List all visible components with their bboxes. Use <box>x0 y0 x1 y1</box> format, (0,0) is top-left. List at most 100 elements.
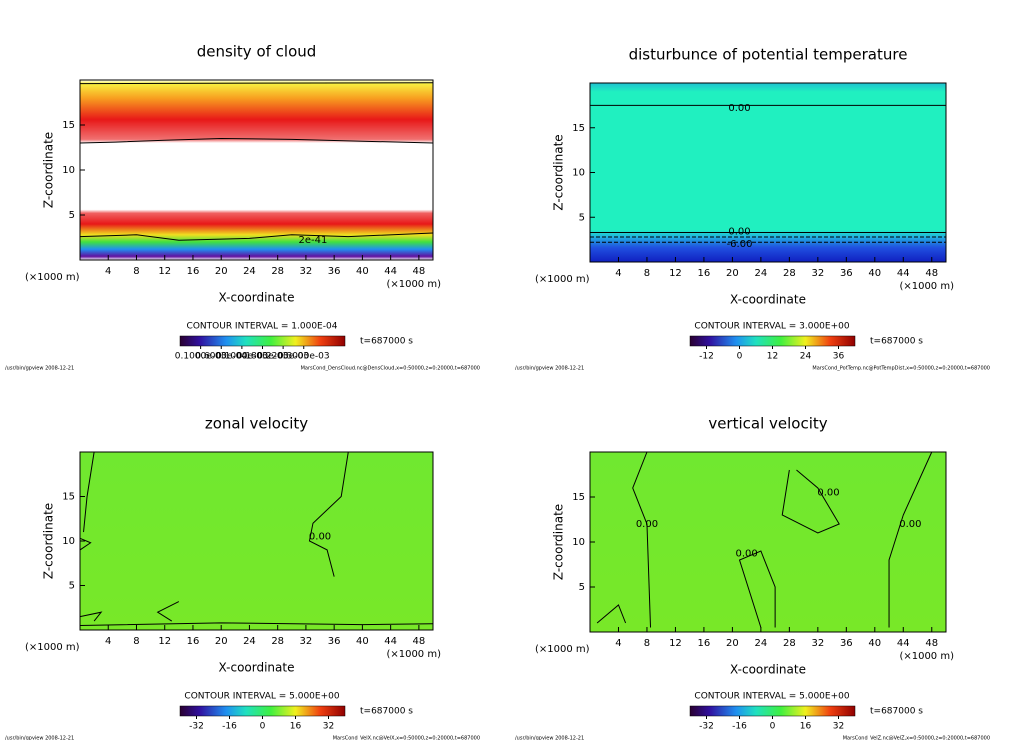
x-unit: (×1000 m) <box>386 279 441 290</box>
colorbar-tick-label: 12 <box>767 352 778 362</box>
y-axis-label: Z-coordinate <box>42 132 56 208</box>
x-axis-label: X-coordinate <box>219 661 295 675</box>
x-tick-label: 20 <box>215 636 228 647</box>
contour-line <box>83 451 95 533</box>
contour-line <box>79 137 434 144</box>
x-tick-label: 36 <box>328 636 341 647</box>
contour-label: 0.00 <box>309 532 331 543</box>
x-tick-label: 12 <box>158 636 171 647</box>
x-tick-label: 48 <box>413 266 426 277</box>
x-tick-label: 8 <box>133 636 139 647</box>
x-tick-label: 32 <box>811 638 824 649</box>
x-unit: (×1000 m) <box>899 651 954 662</box>
y-tick-label: 15 <box>62 492 75 503</box>
contour-field <box>590 83 946 262</box>
x-tick-label: 48 <box>925 268 938 279</box>
y-axis-label: Z-coordinate <box>42 503 56 579</box>
contour-line <box>79 232 434 241</box>
contour-line <box>79 537 92 551</box>
x-tick-label: 36 <box>840 268 853 279</box>
x-tick-label: 8 <box>133 266 139 277</box>
contour-line <box>79 82 434 85</box>
x-tick-label: 28 <box>783 268 796 279</box>
x-axis-label: X-coordinate <box>730 663 806 677</box>
x-tick-label: 24 <box>755 638 768 649</box>
x-tick-label: 4 <box>105 266 111 277</box>
contour-line <box>632 451 652 628</box>
x-tick-label: 24 <box>243 636 256 647</box>
footer: /usr/bin/gpview 2008-12-21 <box>5 366 74 372</box>
x-unit: (×1000 m) <box>535 644 590 655</box>
x-tick-label: 20 <box>726 638 739 649</box>
y-tick-label: 15 <box>572 123 585 134</box>
time-label: t=687000 s <box>360 337 413 347</box>
contour-line <box>156 601 180 622</box>
chart-title: zonal velocity <box>205 415 308 433</box>
x-tick-label: 12 <box>158 266 171 277</box>
footer: /usr/bin/gpview 2008-12-21 <box>515 736 584 740</box>
y-tick-label: 10 <box>572 537 585 548</box>
x-axis-label: X-coordinate <box>730 293 806 307</box>
x-tick-label: 40 <box>868 638 881 649</box>
contour-label: 0.00 <box>736 549 758 560</box>
x-tick-label: 16 <box>698 638 711 649</box>
x-tick-label: 28 <box>783 638 796 649</box>
contour-line <box>308 451 349 577</box>
footer: /usr/bin/gpview 2008-12-21 <box>5 736 74 740</box>
colorbar-tick-label: -32 <box>189 722 204 732</box>
x-tick-label: 4 <box>615 638 621 649</box>
colorbar-tick-label: -12 <box>699 352 714 362</box>
colorbar-tick-label: -16 <box>222 722 237 732</box>
x-tick-label: 32 <box>300 636 313 647</box>
x-tick-label: 36 <box>840 638 853 649</box>
x-tick-label: 16 <box>187 636 200 647</box>
x-tick-label: 40 <box>356 636 369 647</box>
colorbar-tick-label: 0 <box>770 722 776 732</box>
colorbar-tick-label: 0.1000e-03 <box>216 352 268 362</box>
contour-interval: CONTOUR INTERVAL = 3.000E+00 <box>694 322 849 332</box>
footer: /usr/bin/gpview 2008-12-21 <box>515 366 584 372</box>
chart-title: disturbunce of potential temperature <box>629 46 908 64</box>
source: MarsCond_VelZ.nc@VelZ,x=0:50000,z=0:2000… <box>843 736 990 740</box>
colorbar-tick-label: -16 <box>732 722 747 732</box>
x-tick-label: 20 <box>215 266 228 277</box>
colorbar-tick-label: 16 <box>290 722 302 732</box>
y-tick-label: 10 <box>62 165 75 176</box>
x-tick-label: 4 <box>615 268 621 279</box>
contour-line <box>79 611 103 622</box>
source: MarsCond_DensCloud.nc@DensCloud,x=0:5000… <box>301 366 480 372</box>
contour-label: 0.00 <box>817 488 839 499</box>
x-unit: (×1000 m) <box>386 649 441 660</box>
panel: disturbunce of potential temperature 0.00… <box>515 46 990 372</box>
colorbar-tick-label: 0 <box>737 352 743 362</box>
x-tick-label: 20 <box>726 268 739 279</box>
contour-label: -6.00 <box>727 239 753 250</box>
x-unit: (×1000 m) <box>899 281 954 292</box>
y-tick-label: 5 <box>69 210 75 221</box>
x-tick-label: 12 <box>669 268 682 279</box>
x-unit: (×1000 m) <box>25 642 80 653</box>
x-tick-label: 16 <box>698 268 711 279</box>
contour-line <box>596 604 627 624</box>
contour-field <box>80 452 433 630</box>
x-tick-label: 28 <box>271 266 284 277</box>
x-tick-label: 16 <box>187 266 200 277</box>
contour-label: 0.00 <box>636 519 658 530</box>
y-axis-label: Z-coordinate <box>552 134 566 210</box>
contour-label: 0.00 <box>728 103 750 114</box>
x-tick-label: 8 <box>644 638 650 649</box>
x-unit: (×1000 m) <box>535 274 590 285</box>
contour-interval: CONTOUR INTERVAL = 1.000E-04 <box>187 322 338 332</box>
contour-interval: CONTOUR INTERVAL = 5.000E+00 <box>184 692 339 702</box>
chart-title: density of cloud <box>197 43 317 61</box>
contour-label: 0.00 <box>728 227 750 238</box>
x-tick-label: 44 <box>384 636 397 647</box>
x-axis-label: X-coordinate <box>219 291 295 305</box>
chart-title: vertical velocity <box>708 415 827 433</box>
source: MarsCond_VelX.nc@VelX,x=0:50000,z=0:2000… <box>333 736 480 740</box>
contour-label: 2e-41 <box>299 235 328 246</box>
x-tick-label: 36 <box>328 266 341 277</box>
